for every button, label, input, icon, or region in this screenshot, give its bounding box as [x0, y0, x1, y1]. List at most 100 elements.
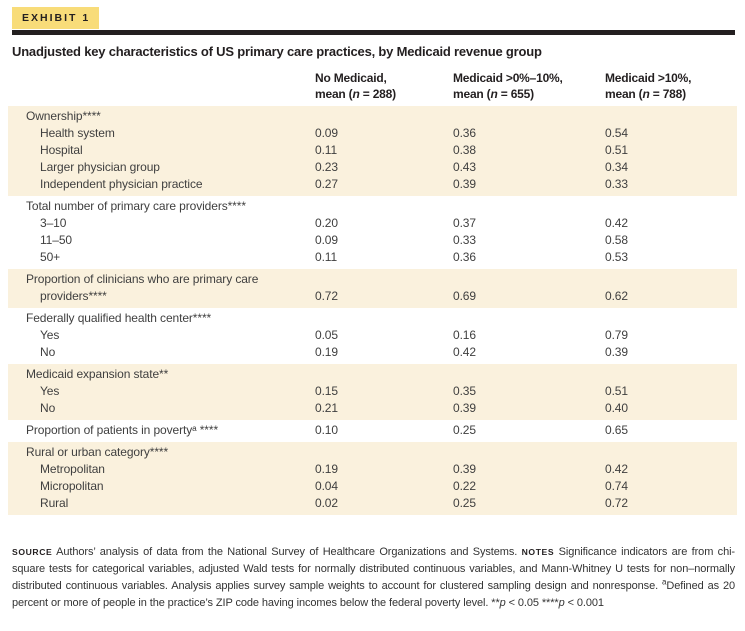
cell-value: 0.16 — [453, 328, 476, 342]
table-row: Metropolitan 0.19 0.39 0.42 — [8, 461, 737, 478]
cell-value: 0.09 — [315, 233, 338, 247]
table-row: Ownership**** — [8, 108, 737, 125]
cell-value: 0.62 — [605, 289, 628, 303]
table-row: 50+ 0.11 0.36 0.53 — [8, 249, 737, 266]
row-label: Rural — [40, 496, 69, 510]
table-row: Micropolitan 0.04 0.22 0.74 — [8, 478, 737, 495]
mean-prefix: mean ( — [453, 87, 491, 101]
table-block: Total number of primary care providers**… — [8, 196, 737, 269]
row-label: Medicaid expansion state** — [26, 367, 169, 381]
cell-value: 0.25 — [453, 496, 476, 510]
table-row: Health system 0.09 0.36 0.54 — [8, 125, 737, 142]
table-row: Rural or urban category**** — [8, 444, 737, 461]
cell-value: 0.35 — [453, 384, 476, 398]
row-label: Total number of primary care providers**… — [26, 199, 246, 213]
table-row: No 0.21 0.39 0.40 — [8, 400, 737, 417]
cell-value: 0.39 — [453, 462, 476, 476]
footnote-text: Defined as 20 percent or more of people … — [12, 579, 735, 609]
table-block: Proportion of patients in povertyᵃ **** 0… — [8, 420, 737, 442]
cell-value: 0.79 — [605, 328, 628, 342]
table-block: Proportion of clinicians who are primary… — [8, 269, 737, 308]
cell-value: 0.33 — [453, 233, 476, 247]
footnote-label: NOTES — [521, 547, 555, 557]
cell-value: 0.19 — [315, 345, 338, 359]
table-block: Medicaid expansion state** Yes 0.15 0.35 0.5… — [8, 364, 737, 420]
cell-value: 0.39 — [453, 401, 476, 415]
cell-value: 0.42 — [605, 462, 628, 476]
table-row: 11–50 0.09 0.33 0.58 — [8, 232, 737, 249]
cell-value: 0.65 — [605, 423, 628, 437]
table-row: Medicaid expansion state** — [8, 366, 737, 383]
cell-value: 0.02 — [315, 496, 338, 510]
n-count: = 788) — [649, 87, 686, 101]
row-label: Health system — [40, 126, 115, 140]
n-count: = 655) — [497, 87, 534, 101]
column-header-medicaid-0-10: Medicaid >0%–10%, mean (n = 655) — [453, 70, 563, 102]
footnote-text: Significance indicators are from chi-squ… — [12, 546, 735, 592]
footnote-text: p — [558, 596, 565, 609]
cell-value: 0.37 — [453, 216, 476, 230]
header-rule — [12, 30, 735, 35]
row-label: Rural or urban category**** — [26, 445, 169, 459]
cell-value: 0.19 — [315, 462, 338, 476]
table-body: Ownership**** Health system 0.09 0.36 0.54 Ho… — [8, 106, 737, 515]
cell-value: 0.39 — [605, 345, 628, 359]
row-label: Hospital — [40, 143, 83, 157]
cell-value: 0.74 — [605, 479, 628, 493]
cell-value: 0.43 — [453, 160, 476, 174]
cell-value: 0.11 — [315, 143, 338, 157]
table-row: Total number of primary care providers**… — [8, 198, 737, 215]
row-label: Proportion of patients in povertyᵃ **** — [26, 423, 219, 437]
column-headers: No Medicaid, mean (n = 288) Medicaid >0%… — [0, 70, 745, 106]
table-row: Hospital 0.11 0.38 0.51 — [8, 142, 737, 159]
cell-value: 0.72 — [605, 496, 628, 510]
column-header-line1: Medicaid >0%–10%, — [453, 71, 563, 85]
cell-value: 0.05 — [315, 328, 338, 342]
cell-value: 0.36 — [453, 250, 476, 264]
cell-value: 0.69 — [453, 289, 476, 303]
table-row: Federally qualified health center**** — [8, 310, 737, 327]
cell-value: 0.25 — [453, 423, 476, 437]
table-row: Larger physician group 0.23 0.43 0.34 — [8, 159, 737, 176]
row-label: Yes — [40, 384, 60, 398]
mean-prefix: mean ( — [315, 87, 353, 101]
cell-value: 0.22 — [453, 479, 476, 493]
exhibit-title: Unadjusted key characteristics of US pri… — [12, 44, 542, 59]
footnote-text: p — [499, 596, 506, 609]
column-header-no-medicaid: No Medicaid, mean (n = 288) — [315, 70, 396, 102]
cell-value: 0.58 — [605, 233, 628, 247]
cell-value: 0.11 — [315, 250, 338, 264]
cell-value: 0.54 — [605, 126, 628, 140]
n-count: = 288) — [359, 87, 396, 101]
table-block: Federally qualified health center**** Yes… — [8, 308, 737, 364]
cell-value: 0.10 — [315, 423, 338, 437]
row-label: Ownership**** — [26, 109, 101, 123]
cell-value: 0.27 — [315, 177, 338, 191]
cell-value: 0.33 — [605, 177, 628, 191]
column-header-line2: mean (n = 655) — [453, 86, 563, 102]
footnote-label: SOURCE — [12, 547, 53, 557]
row-label: Metropolitan — [40, 462, 105, 476]
row-label: No — [40, 345, 56, 359]
row-label: Larger physician group — [40, 160, 160, 174]
exhibit-badge: EXHIBIT 1 — [12, 7, 100, 29]
table-row: 3–10 0.20 0.37 0.42 — [8, 215, 737, 232]
footnote-text: Authors’ analysis of data from the Natio… — [52, 546, 522, 558]
cell-value: 0.39 — [453, 177, 476, 191]
n-symbol: n — [352, 87, 360, 101]
table-row: Proportion of clinicians who are primary… — [8, 271, 737, 305]
row-label: Independent physician practice — [40, 177, 203, 191]
table-row: Proportion of patients in povertyᵃ **** 0… — [8, 422, 737, 439]
cell-value: 0.53 — [605, 250, 628, 264]
table-row: No 0.19 0.42 0.39 — [8, 344, 737, 361]
cell-value: 0.38 — [453, 143, 476, 157]
cell-value: 0.42 — [605, 216, 628, 230]
cell-value: 0.04 — [315, 479, 338, 493]
cell-value: 0.42 — [453, 345, 476, 359]
cell-value: 0.09 — [315, 126, 338, 140]
cell-value: 0.23 — [315, 160, 338, 174]
table-row: Rural 0.02 0.25 0.72 — [8, 495, 737, 512]
row-label: No — [40, 401, 56, 415]
cell-value: 0.20 — [315, 216, 338, 230]
cell-value: 0.51 — [605, 384, 628, 398]
